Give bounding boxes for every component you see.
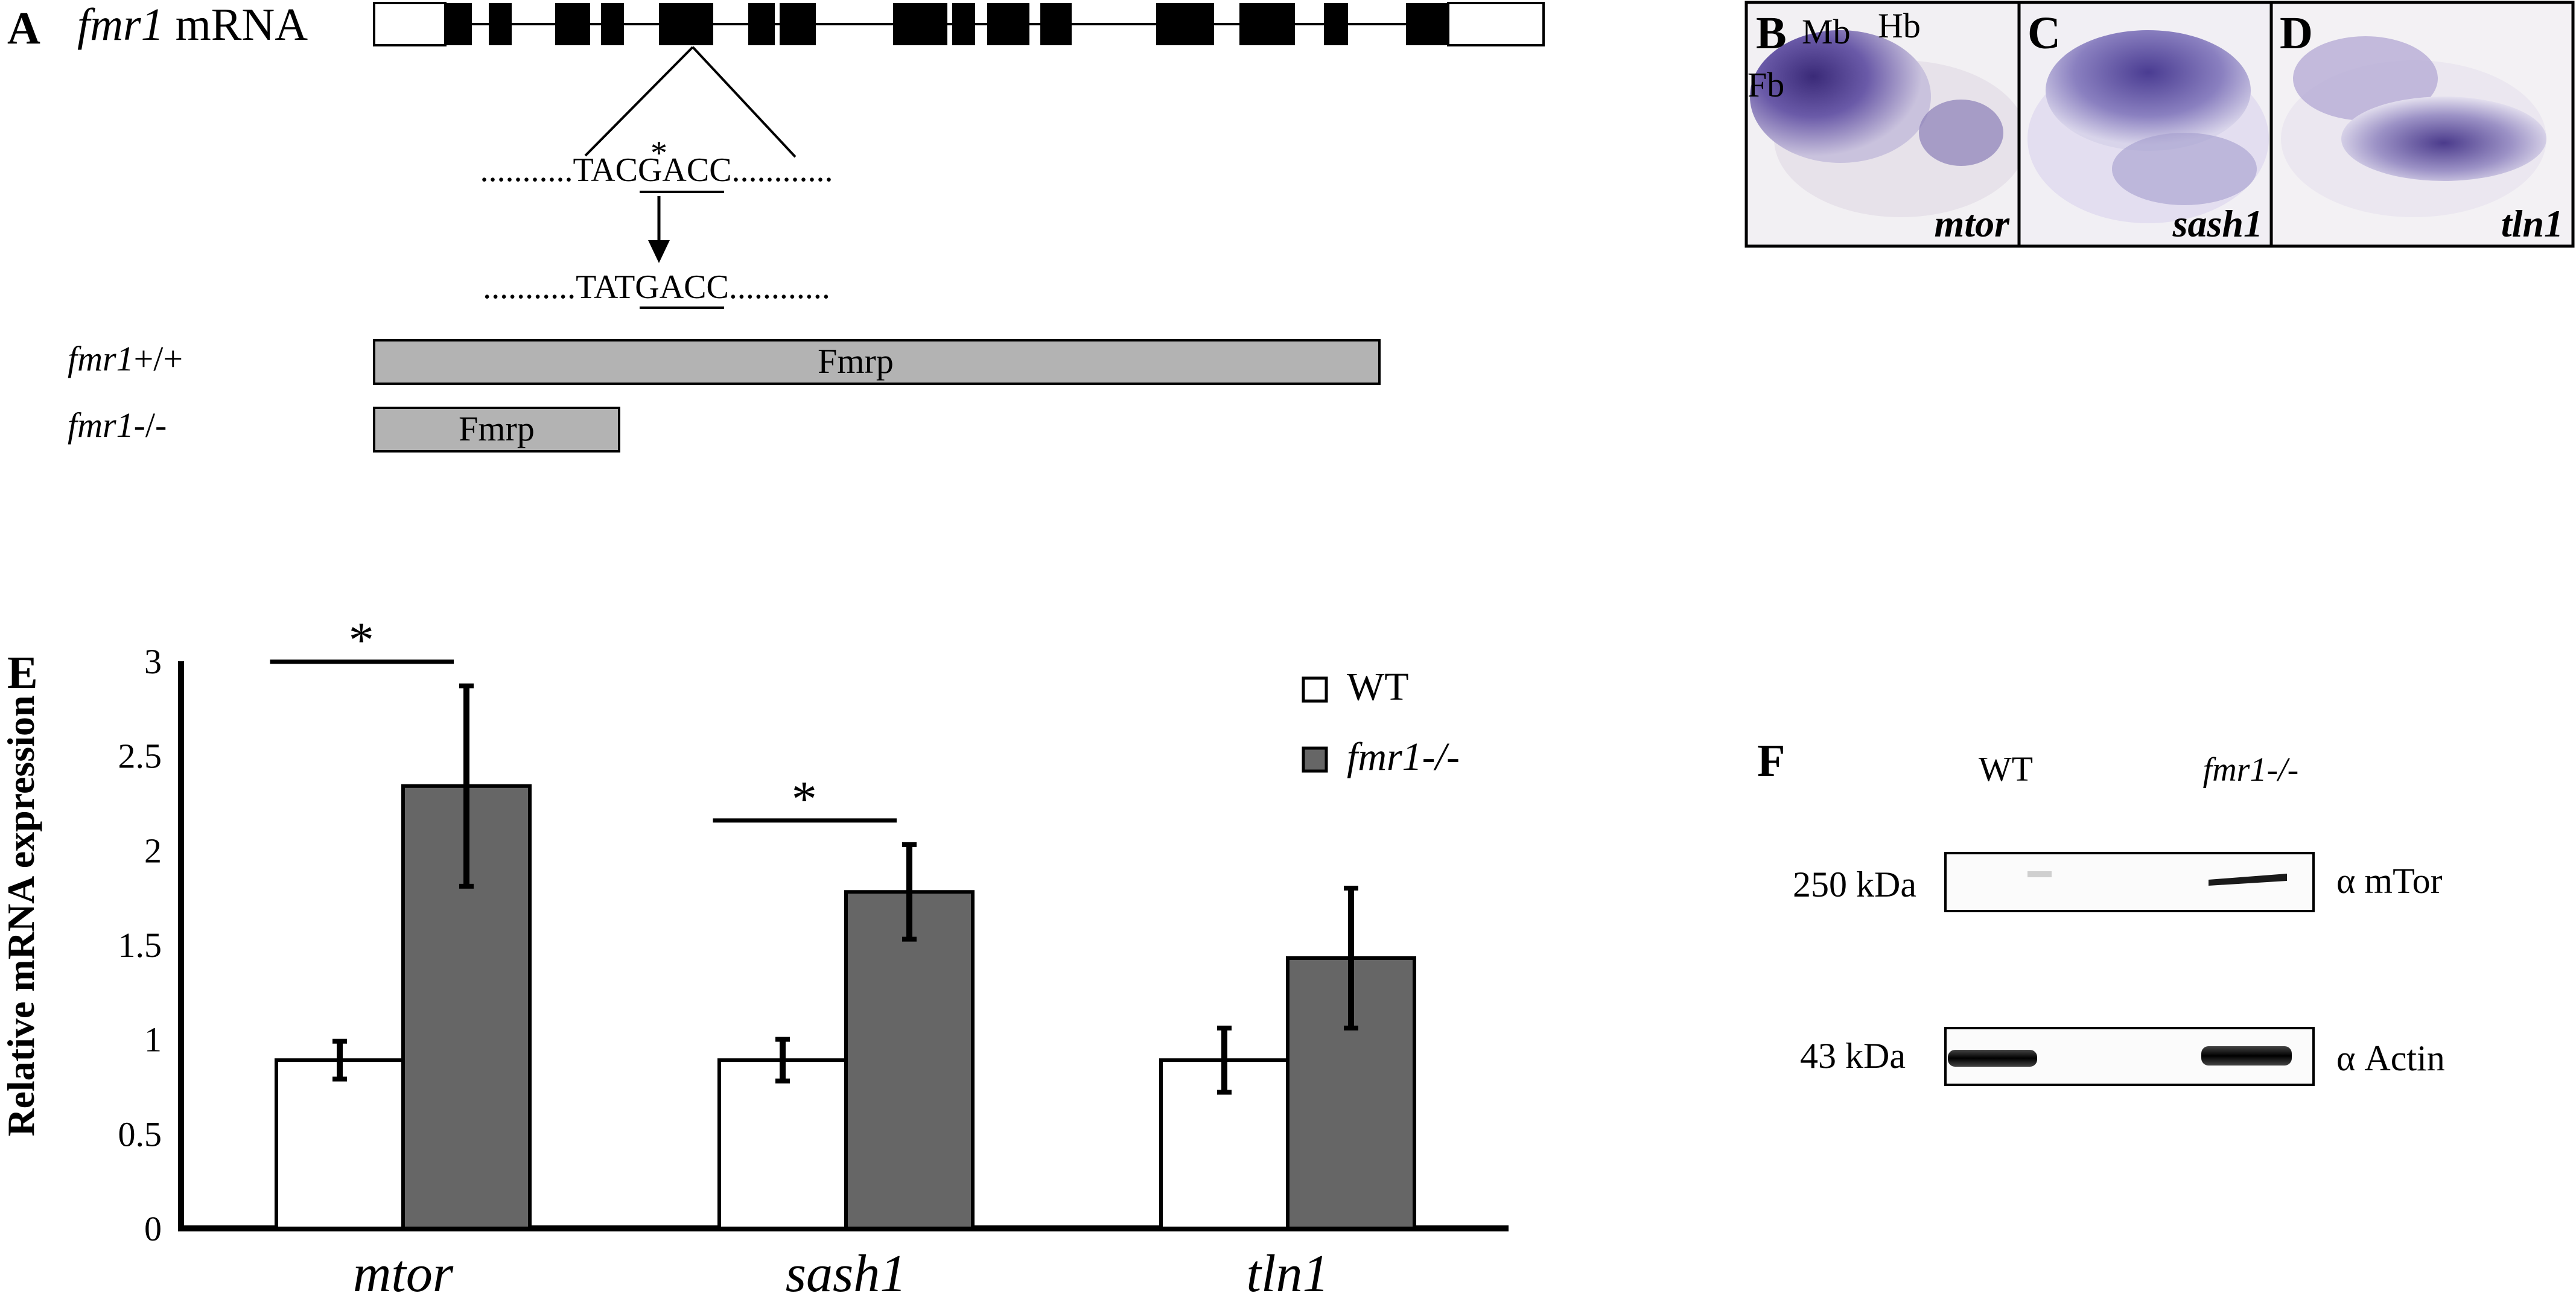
legend-label-wt: WT — [1347, 665, 1409, 709]
arrow-head — [648, 240, 670, 263]
bar-mut — [844, 890, 975, 1231]
protein-label-mut: Fmrp — [459, 409, 535, 448]
hindbrain-stain-b — [1919, 100, 2003, 166]
panel-e-letter: E — [7, 647, 38, 698]
protein-label-wt: Fmrp — [818, 341, 894, 381]
exon — [893, 3, 947, 45]
exon — [489, 3, 512, 45]
y-tick-label: 1 — [144, 1020, 162, 1059]
mutation-star: * — [650, 135, 667, 172]
exon — [1040, 3, 1072, 45]
utr-5prime — [373, 2, 447, 46]
y-tick-label: 3 — [144, 642, 162, 681]
protein-bar-mut — [373, 407, 620, 453]
pharyngeal-stain-d — [2341, 97, 2546, 181]
panel-b-letter: B — [1756, 8, 1787, 59]
bar-wt — [717, 1058, 848, 1230]
exon — [1406, 3, 1448, 45]
panel-a: A fmr1 mRNA * ...........TACGA — [7, 0, 1545, 453]
exon — [1324, 3, 1348, 45]
brain-stain-d — [2293, 36, 2438, 121]
marker-43kda: 43 kDa — [1800, 1036, 1906, 1076]
antibody-actin: α Actin — [2336, 1038, 2445, 1078]
exon — [555, 3, 590, 45]
y-tick-label: 1.5 — [118, 926, 162, 965]
marker-250kda: 250 kDa — [1793, 865, 1916, 904]
zoom-line-right — [692, 46, 797, 158]
lane-label-mut: fmr1-/- — [2203, 751, 2299, 789]
annotation-fb: Fb — [1748, 65, 1784, 104]
x-category-label: mtor — [353, 1245, 454, 1299]
antibody-mtor: α mTor — [2336, 861, 2443, 901]
significance-star: * — [349, 612, 374, 669]
exon — [952, 3, 975, 45]
legend-swatch-mut — [1302, 746, 1328, 773]
utr-3prime — [1447, 2, 1545, 46]
sequence-mutant: ...........TATGACC............ — [483, 268, 830, 306]
significance-marks: ** — [270, 612, 897, 827]
annotation-mb: Mb — [1802, 12, 1851, 51]
panel-c: C sash1 — [2017, 1, 2273, 248]
panel-e-chart: E Relative mRNA expression 0 0.5 1 1.5 2 2.5 3… — [0, 612, 1509, 1299]
panel-f-letter: F — [1757, 735, 1785, 786]
x-category-label: sash1 — [786, 1245, 907, 1299]
y-tick-label: 2.5 — [118, 737, 162, 776]
exon — [748, 3, 775, 45]
error-bars — [332, 683, 1358, 1095]
exon — [1239, 3, 1295, 45]
protein-bar-wt — [373, 339, 1381, 385]
annotation-hb: Hb — [1878, 6, 1921, 45]
panels-bcd: B Mb Hb Fb mtor C sash1 D tln1 — [1744, 1, 2575, 248]
legend-swatch-wt — [1302, 676, 1328, 703]
y-tick-label: 0.5 — [118, 1114, 162, 1154]
gene-label-c: sash1 — [2172, 202, 2263, 245]
x-category-label: tln1 — [1247, 1245, 1329, 1299]
panel-a-letter: A — [7, 3, 40, 54]
exon-mutated — [659, 3, 713, 45]
legend-label-mut: fmr1-/- — [1347, 735, 1460, 779]
y-tick-label: 0 — [144, 1209, 162, 1248]
exon — [780, 3, 816, 45]
exon — [601, 3, 624, 45]
bar-wt — [275, 1058, 405, 1230]
zoom-line-left — [584, 46, 694, 157]
legend: WT fmr1-/- — [1302, 665, 1460, 779]
sequence-wt: ...........TACGACC............ — [480, 151, 833, 189]
panel-b: B Mb Hb Fb mtor — [1744, 1, 2027, 248]
band-mtor-wt — [2027, 871, 2052, 877]
band-actin-wt — [1948, 1050, 2037, 1067]
significance-star: * — [792, 771, 817, 827]
panel-c-letter: C — [2027, 8, 2061, 59]
panel-f: F WT fmr1-/- 250 kDa α mTor 43 kDa α Act… — [1757, 735, 2445, 1086]
mrna-title: fmr1 mRNA — [77, 0, 308, 50]
genotype-wt-label: fmr1+/+ — [68, 339, 183, 378]
panel-d: D tln1 — [2269, 1, 2575, 248]
band-mtor-mut — [2209, 874, 2287, 886]
lane-label-wt: WT — [1979, 749, 2033, 789]
x-category-labels: mtor sash1 tln1 — [353, 1245, 1329, 1299]
gene-label-d: tln1 — [2501, 202, 2563, 245]
exon — [1156, 3, 1214, 45]
exon — [987, 3, 1029, 45]
bars — [275, 784, 1416, 1231]
band-actin-mut — [2201, 1046, 2292, 1066]
gene-label-b: mtor — [1935, 202, 2011, 245]
exon-blocks — [445, 3, 1448, 45]
genotype-mut-label: fmr1-/- — [68, 405, 167, 445]
brain-stain-b — [1750, 30, 1931, 163]
panel-d-letter: D — [2280, 8, 2313, 59]
exon — [445, 3, 472, 45]
brain-stain-c — [2046, 30, 2251, 151]
y-tick-label: 2 — [144, 831, 162, 870]
y-ticks: 0 0.5 1 1.5 2 2.5 3 — [118, 642, 162, 1248]
ventral-stain-c — [2112, 133, 2257, 205]
y-axis-label: Relative mRNA expression — [0, 695, 42, 1136]
